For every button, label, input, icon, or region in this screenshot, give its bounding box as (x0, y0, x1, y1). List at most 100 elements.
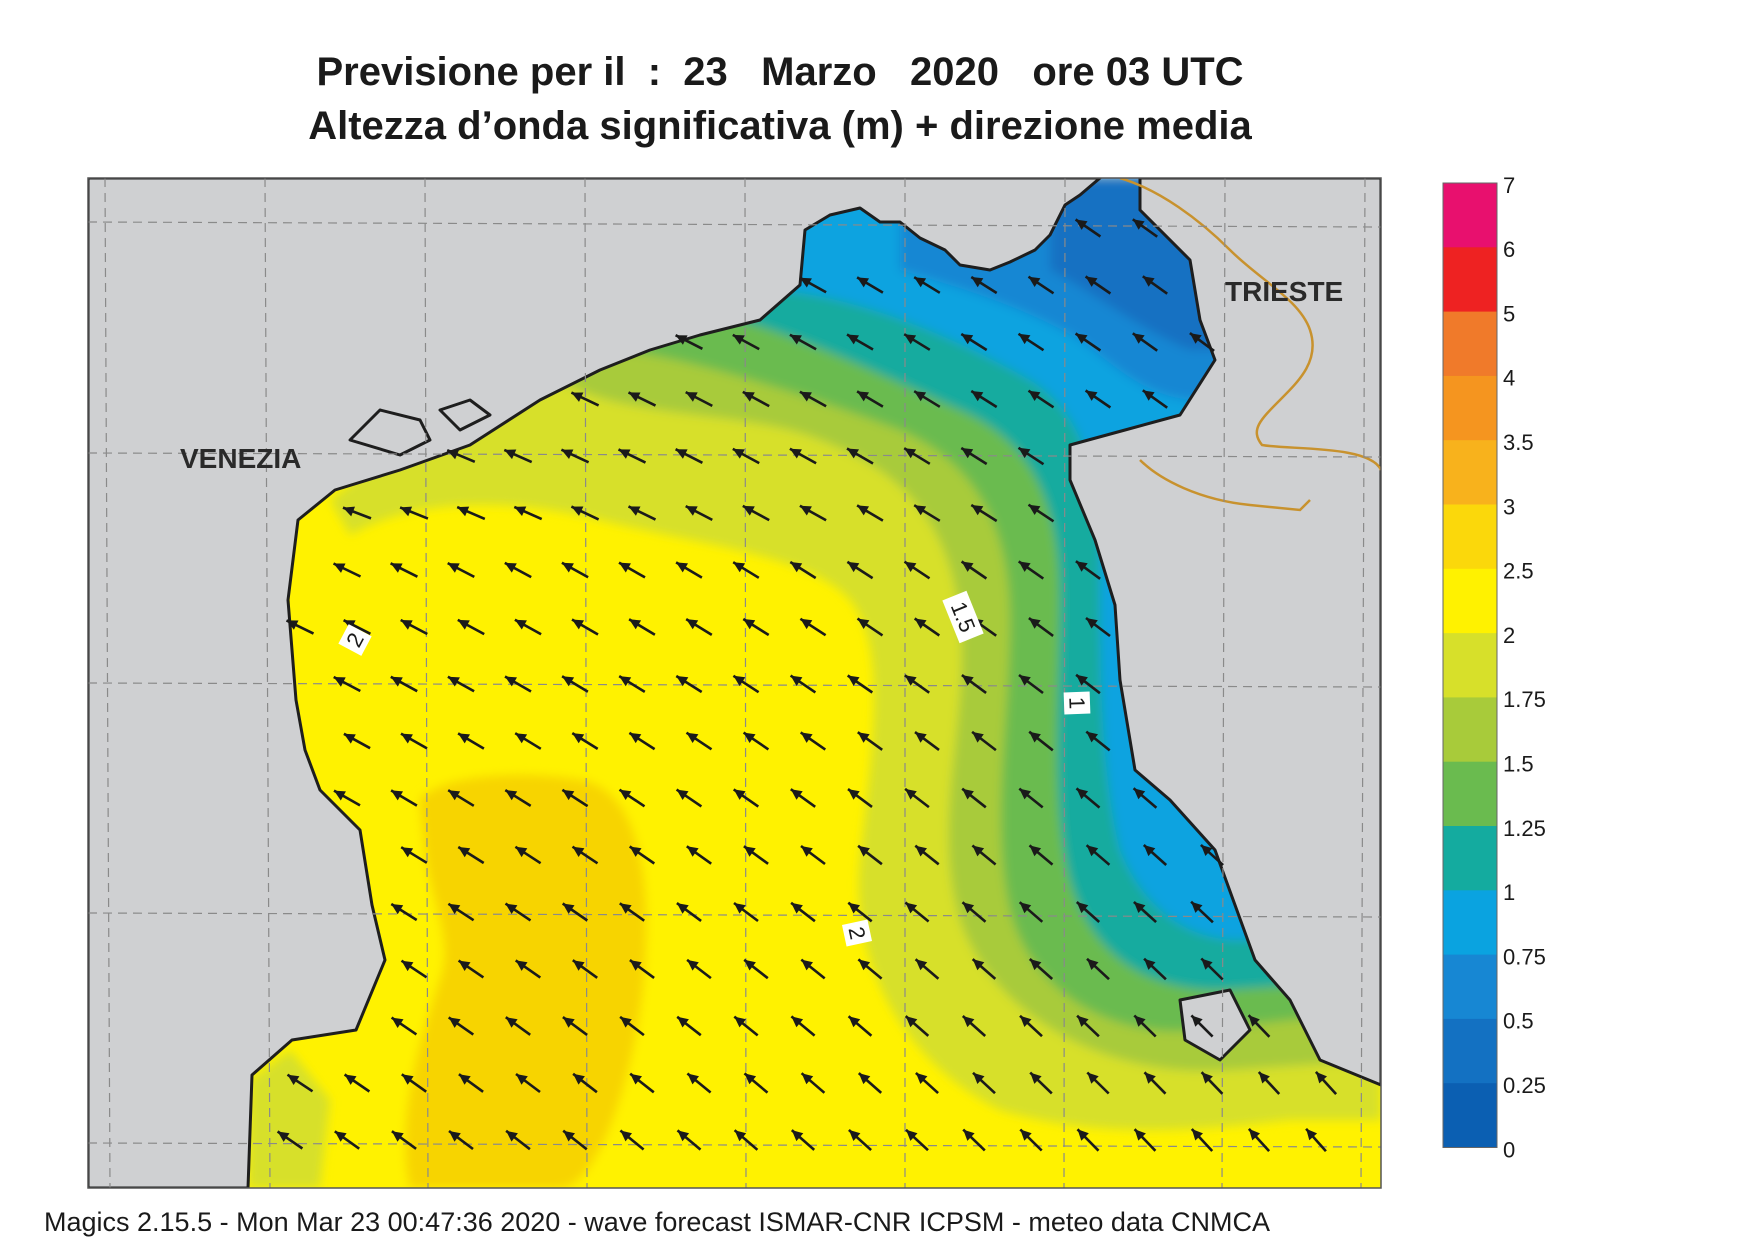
direction-arrow (447, 902, 475, 922)
direction-arrow (571, 845, 599, 865)
east-coast-land (1068, 178, 1381, 1087)
direction-arrow (790, 901, 816, 923)
direction-arrow (1085, 730, 1111, 752)
direction-arrow (628, 618, 656, 636)
direction-arrow (742, 617, 770, 637)
direction-arrow (960, 332, 988, 352)
direction-arrow (676, 1129, 702, 1151)
direction-arrow (619, 902, 645, 922)
direction-arrow (1190, 1128, 1214, 1152)
direction-arrow (800, 844, 826, 866)
title-line-1: Previsione per il : 23 Marzo 2020 ore 03… (0, 50, 1560, 95)
direction-arrow (732, 674, 760, 694)
direction-arrow (560, 448, 590, 464)
direction-arrow (1247, 1128, 1271, 1152)
direction-arrow (514, 732, 542, 750)
direction-arrow (343, 1073, 371, 1093)
city-label-trieste: TRIESTE (1225, 276, 1343, 307)
direction-arrow (1027, 275, 1055, 295)
direction-arrow (675, 561, 703, 579)
direction-arrow (961, 787, 987, 809)
legend-swatch (1443, 1018, 1497, 1084)
legend-tick-label: 1 (1503, 880, 1515, 905)
legend-swatch (1443, 954, 1497, 1020)
direction-arrow (400, 846, 428, 864)
legend-tick-label: 0.25 (1503, 1073, 1546, 1098)
direction-arrow (800, 1072, 826, 1094)
direction-arrow (743, 958, 769, 980)
direction-arrow (334, 1130, 360, 1150)
title-time: ore 03 UTC (1032, 50, 1244, 94)
direction-arrow (961, 674, 987, 694)
direction-arrow (1027, 389, 1055, 409)
direction-arrow (970, 275, 998, 295)
istria-peninsula (1178, 988, 1252, 1062)
direction-arrow (333, 675, 361, 693)
direction-arrow (1074, 332, 1102, 352)
direction-arrow (1142, 844, 1168, 866)
direction-arrow (961, 1015, 987, 1037)
direction-arrow (789, 560, 817, 580)
state-border (1119, 178, 1381, 512)
legend-swatch (1443, 1083, 1497, 1148)
west-coast-land (88, 178, 1102, 1188)
direction-arrow (401, 1073, 427, 1093)
direction-arrow (733, 1015, 759, 1037)
legend-swatch (1443, 890, 1497, 956)
direction-arrow (1075, 560, 1101, 580)
direction-arrow (276, 1130, 304, 1150)
direction-arrow (790, 1129, 816, 1151)
direction-arrow (627, 391, 657, 407)
direction-arrow (390, 675, 418, 693)
direction-arrow (561, 788, 589, 808)
direction-arrow (1018, 787, 1044, 809)
direction-arrow (846, 447, 874, 465)
direction-arrow (629, 1072, 655, 1094)
legend-tick-label: 2 (1503, 623, 1515, 648)
direction-arrow (619, 1129, 645, 1151)
direction-arrow (1143, 957, 1167, 981)
direction-arrow (733, 901, 759, 923)
direction-arrow (685, 504, 713, 522)
field-1.75-left (248, 1050, 330, 1188)
direction-arrow (562, 1016, 588, 1036)
legend-tick-label: 0.75 (1503, 944, 1546, 969)
wave-direction-arrows (276, 218, 1338, 1153)
direction-arrow (572, 959, 598, 979)
legend-swatch (1443, 697, 1497, 763)
direction-arrow (571, 618, 599, 636)
direction-arrow (732, 788, 760, 808)
direction-arrow (1257, 1071, 1281, 1095)
map-frame-content: 2 1.5 1 2 VENEZIA TRIESTE (88, 178, 1381, 1188)
direction-arrow (971, 844, 997, 866)
direction-arrow (676, 1015, 702, 1037)
direction-arrow (732, 561, 760, 579)
direction-arrow (904, 1015, 930, 1037)
direction-arrow (799, 617, 827, 637)
direction-arrow (972, 1071, 996, 1095)
direction-arrow (515, 1072, 541, 1094)
direction-arrow (732, 333, 760, 351)
direction-arrow (457, 618, 485, 636)
direction-arrow (799, 504, 827, 522)
direction-arrow (447, 1016, 475, 1036)
legend-swatch (1443, 375, 1497, 441)
direction-arrow (1189, 332, 1215, 352)
legend-swatch (1443, 633, 1497, 698)
legend-swatch (1443, 826, 1497, 891)
title-line-2: Altezza d’onda significativa (m) + direz… (308, 104, 1252, 148)
direction-arrow (1085, 844, 1111, 866)
direction-arrow (675, 674, 703, 694)
direction-arrow (627, 505, 657, 521)
direction-arrow (846, 333, 874, 351)
title-month: Marzo (761, 50, 877, 94)
legend-tick-label: 1.25 (1503, 816, 1546, 841)
direction-arrow (914, 731, 940, 751)
direction-arrow (571, 731, 599, 751)
direction-arrow (505, 1016, 531, 1036)
contour-label: 1 (1064, 696, 1089, 709)
legend-swatch (1443, 311, 1497, 377)
direction-arrow (1019, 1128, 1043, 1152)
direction-arrow (856, 617, 884, 637)
direction-arrow (915, 1071, 939, 1095)
